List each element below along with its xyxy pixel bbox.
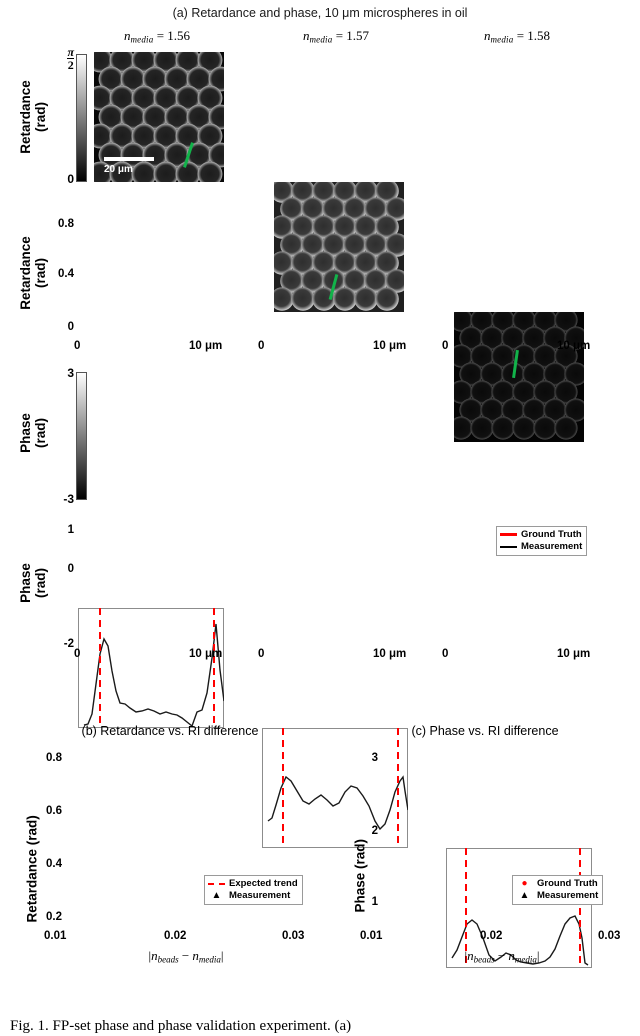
panel-b-ytick-0.2: 0.2 — [46, 911, 62, 923]
panel-b-xtick-2: 0.03 — [282, 930, 305, 942]
legend-item-measurement: Measurement — [500, 541, 582, 553]
panel-b-xtick-0: 0.01 — [44, 930, 67, 942]
retardance-plot-ytick-0: 0.8 — [58, 218, 74, 230]
panel-b-ytick-0.6: 0.6 — [46, 805, 62, 817]
panel-a-title: (a) Retardance and phase, 10 μm microsph… — [172, 6, 468, 20]
retardance-image-2 — [274, 182, 404, 312]
panel-c-xtick-2: 0.03 — [598, 930, 621, 942]
retardance-plot-ytick-2: 0 — [67, 321, 74, 333]
legend-item-measurement-c: ▲ Measurement — [516, 889, 599, 902]
legend-swatch-ground-truth-icon — [500, 533, 517, 537]
legend-item-ground-truth-c: ● Ground Truth — [516, 878, 598, 890]
panel-c-legend: ● Ground Truth ▲ Measurement — [512, 875, 604, 905]
column-header-2: nmedia = 1.57 — [302, 28, 370, 45]
phase-plot-3-xtick-0: 0 — [442, 648, 449, 660]
panel-c-xlabel: |nbeads − nmedia| — [464, 948, 540, 965]
retardance-plot-1-xtick-0: 0 — [74, 340, 81, 352]
retardance-image-1: 20 μm — [94, 52, 224, 182]
phase-plot-2-xtick-0: 0 — [258, 648, 265, 660]
phase-plot-1-xtick-1: 10 μm — [189, 648, 223, 660]
phase-plot-ytick-2: -2 — [63, 638, 74, 650]
phase-colorbar — [76, 372, 87, 500]
panel-b-ytick-0.4: 0.4 — [46, 858, 62, 870]
retardance-plot-3-xtick-0: 0 — [442, 340, 449, 352]
retardance-profile-plot-3 — [446, 848, 640, 968]
figure-caption: Fig. 1. FP-set phase and phase validatio… — [10, 1018, 352, 1034]
panel-b-title: (b) Retardance vs. RI difference — [81, 724, 259, 738]
legend-label-measurement: Measurement — [521, 540, 583, 552]
legend-swatch-expected-trend-icon — [208, 882, 225, 885]
scale-bar-label: 20 μm — [104, 164, 133, 175]
panel-b-ytick-0.8: 0.8 — [46, 752, 62, 764]
scale-bar-retardance-1 — [104, 157, 154, 161]
row-label-retardance-image: Retardance (rad) — [18, 80, 48, 154]
row-label-phase-image: Phase (rad) — [18, 413, 48, 453]
retardance-image-3 — [454, 312, 584, 442]
legend-swatch-triangle-icon-c: ▲ — [519, 889, 530, 901]
panel-c-xtick-0: 0.01 — [360, 930, 383, 942]
panel-c-ylabel: Phase (rad) — [352, 838, 368, 913]
retardance-colorbar — [76, 54, 87, 182]
legend-label-ground-truth-c: Ground Truth — [537, 878, 598, 889]
phase-plot-2-xtick-1: 10 μm — [373, 648, 407, 660]
panel-b-ylabel: Retardance (rad) — [24, 815, 40, 923]
legend-item-ground-truth: Ground Truth — [500, 529, 582, 541]
retardance-colorbar-min-label: 0 — [67, 172, 74, 186]
retardance-plot-ytick-1: 0.4 — [58, 268, 74, 280]
retardance-profile-plot-2 — [262, 728, 640, 848]
legend-swatch-measurement-icon — [500, 545, 517, 548]
panel-c-ytick-3: 3 — [371, 752, 378, 764]
retardance-plot-2-xtick-1: 10 μm — [373, 340, 407, 352]
legend-item-expected-trend: Expected trend — [208, 878, 298, 890]
phase-colorbar-min-label: -3 — [63, 492, 74, 506]
column-header-3: nmedia = 1.58 — [483, 28, 551, 45]
phase-plot-legend: Ground Truth Measurement — [496, 526, 588, 556]
legend-label-expected-trend: Expected trend — [229, 878, 298, 889]
phase-plot-3-xtick-1: 10 μm — [557, 648, 591, 660]
panel-c-ytick-2: 2 — [371, 825, 378, 837]
panel-c-ytick-1: 1 — [371, 896, 378, 908]
row-label-phase-plot: Phase (rad) — [18, 563, 48, 603]
panel-b-xlabel: |nbeads − nmedia| — [148, 948, 224, 965]
legend-label-measurement-b: Measurement — [229, 889, 291, 901]
column-header-1: nmedia = 1.56 — [123, 28, 191, 45]
panel-b-legend: Expected trend ▲ Measurement — [204, 875, 303, 905]
retardance-plot-3-xtick-1: 10 μm — [557, 340, 591, 352]
phase-plot-ytick-1: 0 — [67, 563, 74, 575]
panel-c-title: (c) Phase vs. RI difference — [411, 724, 559, 738]
phase-plot-ytick-0: 1 — [67, 524, 74, 536]
legend-swatch-triangle-icon: ▲ — [211, 889, 222, 901]
retardance-profile-plot-1 — [78, 608, 640, 728]
phase-colorbar-max-label: 3 — [67, 366, 74, 380]
retardance-plot-1-xtick-1: 10 μm — [189, 340, 223, 352]
legend-label-measurement-c: Measurement — [537, 889, 599, 901]
legend-item-measurement-b: ▲ Measurement — [208, 890, 298, 902]
legend-label-ground-truth: Ground Truth — [521, 529, 582, 540]
panel-c-xtick-1: 0.02 — [480, 930, 503, 942]
phase-plot-1-xtick-0: 0 — [74, 648, 81, 660]
panel-b-xtick-1: 0.02 — [164, 930, 187, 942]
retardance-plot-2-xtick-0: 0 — [258, 340, 265, 352]
legend-swatch-circle-icon: ● — [521, 877, 528, 889]
